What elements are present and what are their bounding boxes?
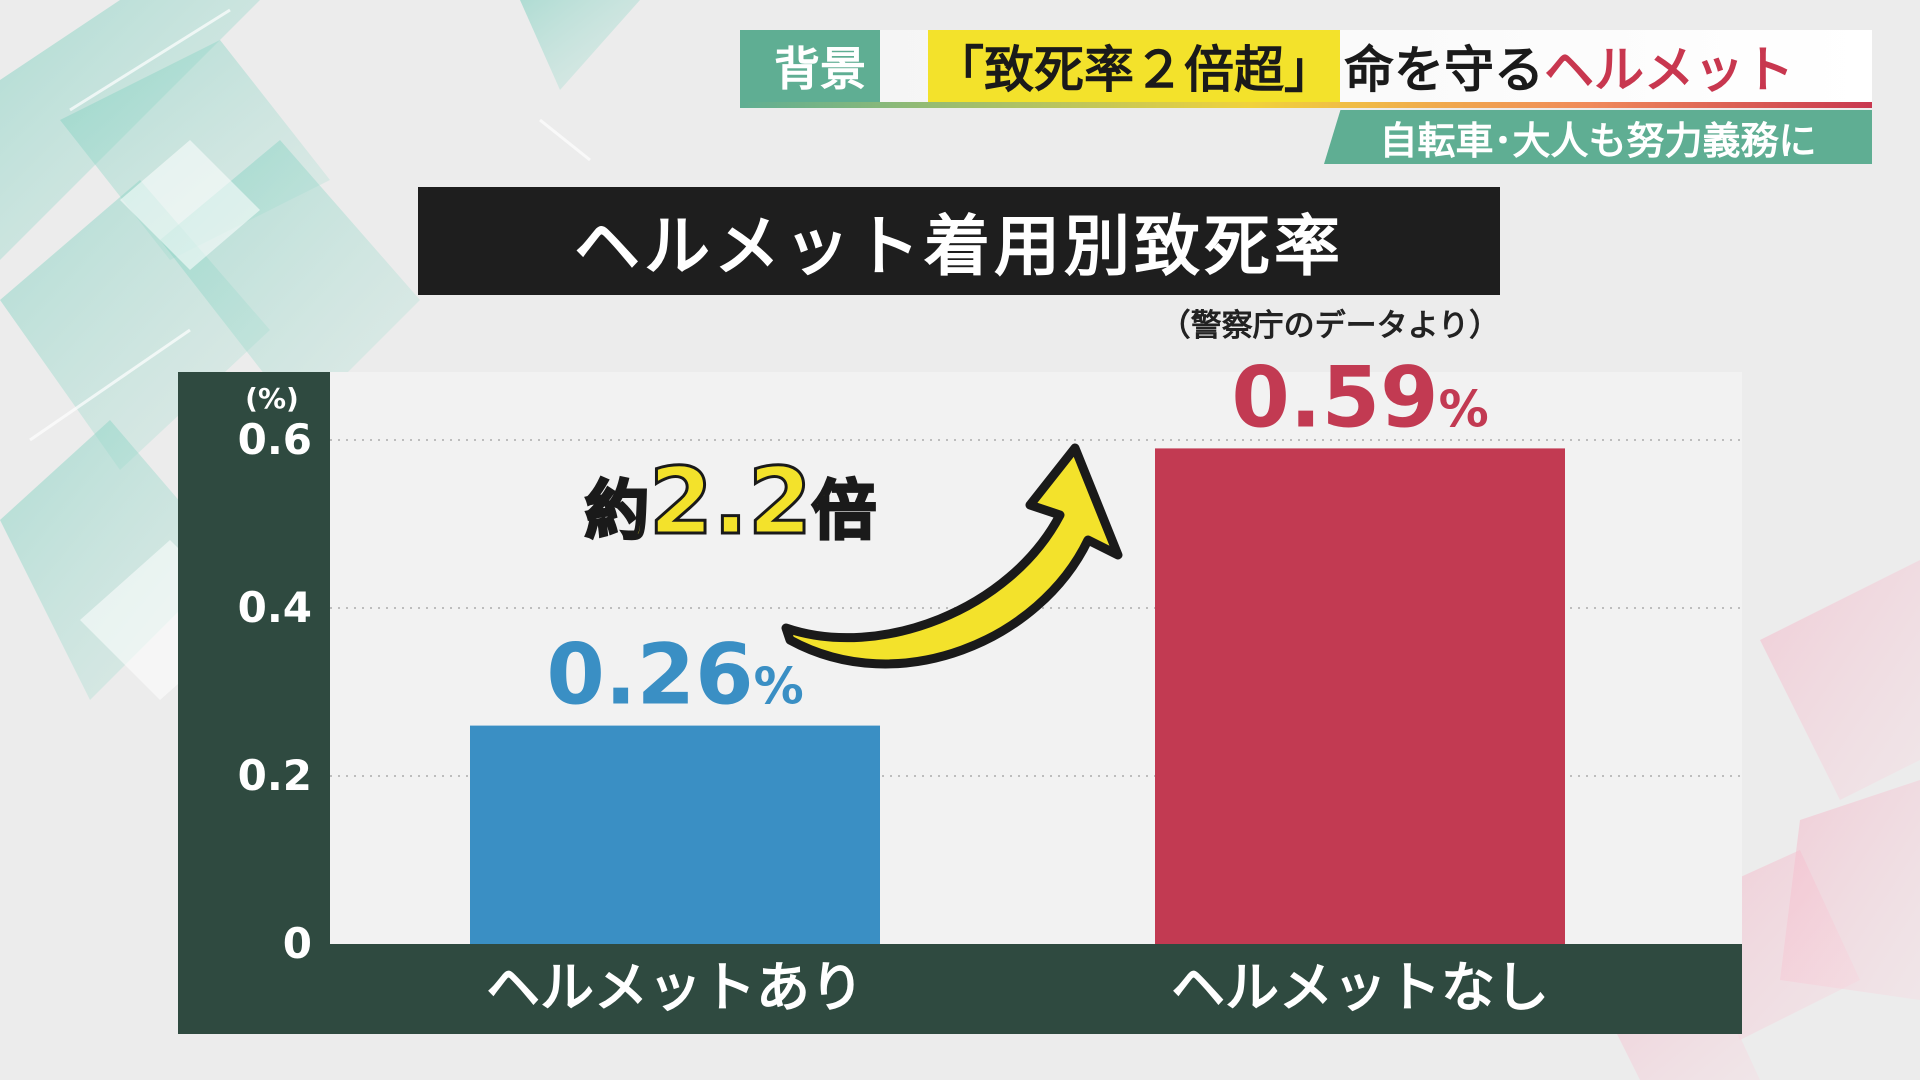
- x-axis-panel: [178, 944, 1742, 1034]
- increase-arrow: [781, 443, 1123, 669]
- headline: 「致死率２倍超」 命を守る ヘルメット: [928, 30, 1794, 102]
- value-number: 0.59: [1231, 348, 1438, 446]
- y-axis-panel: [178, 372, 330, 1034]
- y-axis-unit: (%): [245, 382, 299, 415]
- segment-tag: 背景: [740, 30, 900, 102]
- ratio-value: 2.2: [648, 447, 814, 557]
- x-tick-label: ヘルメットあり: [486, 956, 864, 1019]
- y-tick-label: 0.2: [238, 751, 312, 800]
- y-tick-label: 0.4: [238, 583, 312, 632]
- ratio-prefix: 約: [584, 474, 651, 551]
- chart-title: ヘルメット着用別致死率: [418, 187, 1500, 295]
- value-unit: %: [754, 658, 804, 716]
- bar-1: [470, 725, 880, 944]
- subheadline: 自転車･大人も努力義務に: [1324, 110, 1872, 164]
- x-tick-label: ヘルメットなし: [1171, 956, 1549, 1019]
- value-number: 0.26: [546, 626, 753, 724]
- source-note: （警察庁のデータより）: [1159, 308, 1500, 344]
- ratio-callout: 約2.2倍: [584, 447, 878, 557]
- y-tick-label: 0: [283, 919, 312, 968]
- value-label-1: 0.26%: [546, 626, 803, 724]
- bar-2: [1155, 448, 1565, 944]
- ratio-suffix: 倍: [810, 474, 877, 551]
- y-tick-label: 0.6: [238, 415, 312, 464]
- value-unit: %: [1439, 380, 1489, 438]
- headline-underline: [740, 102, 1872, 108]
- headline-red: ヘルメット: [1544, 41, 1794, 99]
- value-label-2: 0.59%: [1231, 348, 1488, 446]
- headline-quote: 「致死率２倍超」: [928, 30, 1340, 102]
- headline-mid: 命を守る: [1344, 41, 1544, 99]
